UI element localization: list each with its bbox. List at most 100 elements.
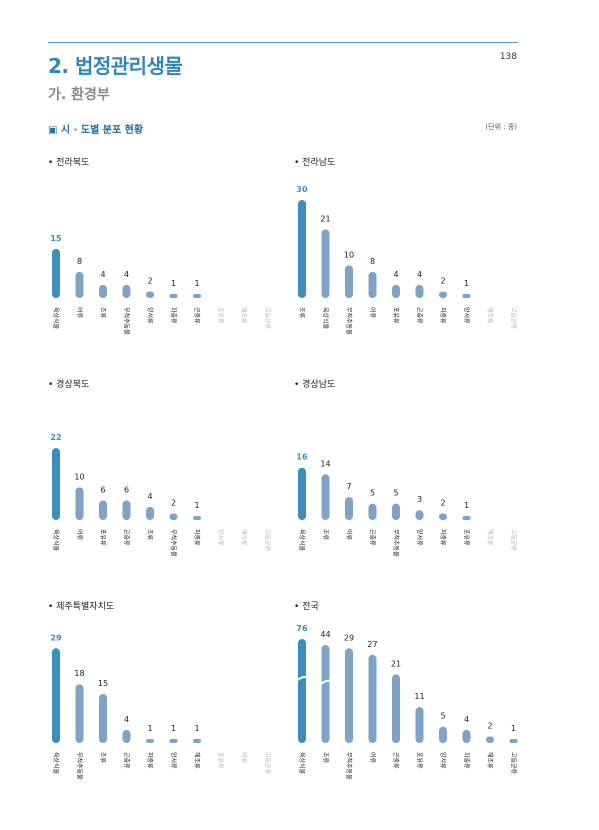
data-label: 14: [320, 459, 330, 468]
data-label: 21: [320, 214, 330, 223]
bar: [345, 497, 353, 520]
bar: [368, 503, 377, 520]
bar: [392, 674, 400, 743]
category-label: 곤충류: [193, 307, 201, 324]
category-label: 해조류: [486, 752, 494, 769]
unit-note: (단위 : 종): [485, 123, 517, 131]
bar: [439, 726, 447, 743]
bar: [298, 467, 306, 520]
data-label: 15: [98, 679, 108, 688]
bar: [345, 265, 353, 298]
bar: [462, 294, 471, 298]
data-label: 7: [346, 482, 351, 491]
bar: [486, 736, 494, 743]
category-label: 육상식물: [298, 752, 306, 775]
category-label: 육상식물: [52, 529, 60, 552]
bar: [298, 639, 306, 743]
data-label: 1: [171, 279, 176, 288]
chart-panel-3: • 경상북도 22 육상식물 10 어류 6 포유류 6 곤충류 4 조류 2 무척추동물 1 파충류 양서류…: [48, 378, 271, 557]
panel-title: • 전라남도: [294, 157, 335, 168]
data-label: 27: [367, 640, 377, 649]
category-label: 파충류: [193, 529, 201, 546]
data-label: 11: [414, 692, 424, 701]
data-label: 1: [147, 724, 152, 733]
bar: [392, 503, 400, 520]
category-label: 해조류: [240, 529, 248, 546]
bar: [99, 500, 107, 520]
category-label: 무척추동물: [123, 307, 131, 335]
bar: [415, 284, 424, 298]
data-label: 16: [296, 453, 308, 462]
bar: [193, 739, 201, 743]
bar: [52, 448, 60, 520]
category-label: 조류: [99, 752, 106, 764]
category-label: 파충류: [439, 529, 447, 546]
category-label: 곤충류: [392, 752, 400, 769]
bar: [368, 271, 377, 298]
category-label: 어류: [345, 529, 353, 541]
bar: [321, 229, 330, 298]
panel-title: • 경상북도: [48, 378, 89, 390]
bar: [392, 284, 400, 298]
category-label: 곤충류: [416, 307, 424, 324]
category-label: 어류: [76, 529, 84, 541]
category-label: 고등균류: [510, 529, 517, 552]
data-label: 2: [440, 498, 445, 507]
category-label: 포유류: [99, 529, 106, 546]
category-label: 고등균류: [264, 529, 271, 552]
top-rule: [48, 42, 518, 43]
bar: [321, 645, 330, 743]
category-label: 무척추동물: [170, 529, 178, 557]
bar: [52, 648, 60, 743]
data-label: 29: [50, 633, 62, 642]
bar: [169, 513, 178, 520]
data-label: 30: [296, 185, 308, 194]
category-label: 해조류: [240, 307, 248, 324]
axis-break-mark: [318, 679, 332, 686]
data-label: 76: [296, 624, 308, 633]
data-label: 15: [50, 234, 62, 243]
bar: [99, 694, 107, 743]
category-label: 육상식물: [52, 307, 60, 330]
bar: [462, 729, 471, 743]
chart-panel-6: • 전국76육상식물44조류29무척추동물27어류21곤충류11포유류5양서류4…: [294, 601, 518, 780]
category-label: 고등균류: [510, 752, 517, 775]
category-label: 조류: [146, 529, 153, 541]
bar: [75, 271, 84, 298]
data-label: 4: [100, 270, 105, 279]
category-label: 곤충류: [369, 529, 377, 546]
category-label: 해조류: [486, 307, 494, 324]
bar: [439, 291, 447, 298]
chart-panel-2: • 전라남도 30 조류 21 육상식물 10 무척추동물 8 어류 4 포유류 4 곤충류 2 파충류 1 양…: [294, 157, 517, 335]
data-label: 1: [511, 724, 516, 733]
data-label: 1: [194, 501, 199, 510]
data-label: 1: [194, 279, 199, 288]
data-label: 5: [440, 712, 445, 721]
category-label: 파충류: [146, 752, 154, 769]
data-label: 2: [171, 498, 176, 507]
chart-panel-1: • 전라북도 15 육상식물 8 어류 4 조류 4 무척추동물 2 양서류 1 파충류 1 곤충류 포유류 해…: [48, 157, 271, 335]
data-label: 2: [487, 721, 492, 730]
panel-title: • 전국: [294, 601, 319, 612]
category-label: 무척추동물: [345, 752, 353, 780]
data-label: 21: [391, 659, 401, 668]
category-label: 곤충류: [123, 529, 131, 546]
category-label: 양서류: [146, 307, 154, 324]
category-label: 어류: [240, 752, 248, 764]
data-label: 44: [320, 630, 330, 639]
data-label: 6: [100, 485, 105, 494]
page-number: 138: [499, 52, 517, 62]
category-label: 조류: [298, 307, 305, 319]
subsection-title: 가. 환경부: [48, 87, 110, 103]
data-label: 18: [74, 669, 84, 678]
bar: [169, 739, 178, 743]
panel-title: • 제주특별자치도: [48, 600, 114, 612]
bar: [415, 510, 424, 520]
data-label: 8: [77, 257, 82, 266]
data-label: 4: [393, 270, 398, 279]
data-label: 1: [464, 279, 469, 288]
category-label: 파충류: [463, 752, 471, 769]
data-label: 4: [124, 270, 129, 279]
data-label: 5: [370, 489, 375, 498]
